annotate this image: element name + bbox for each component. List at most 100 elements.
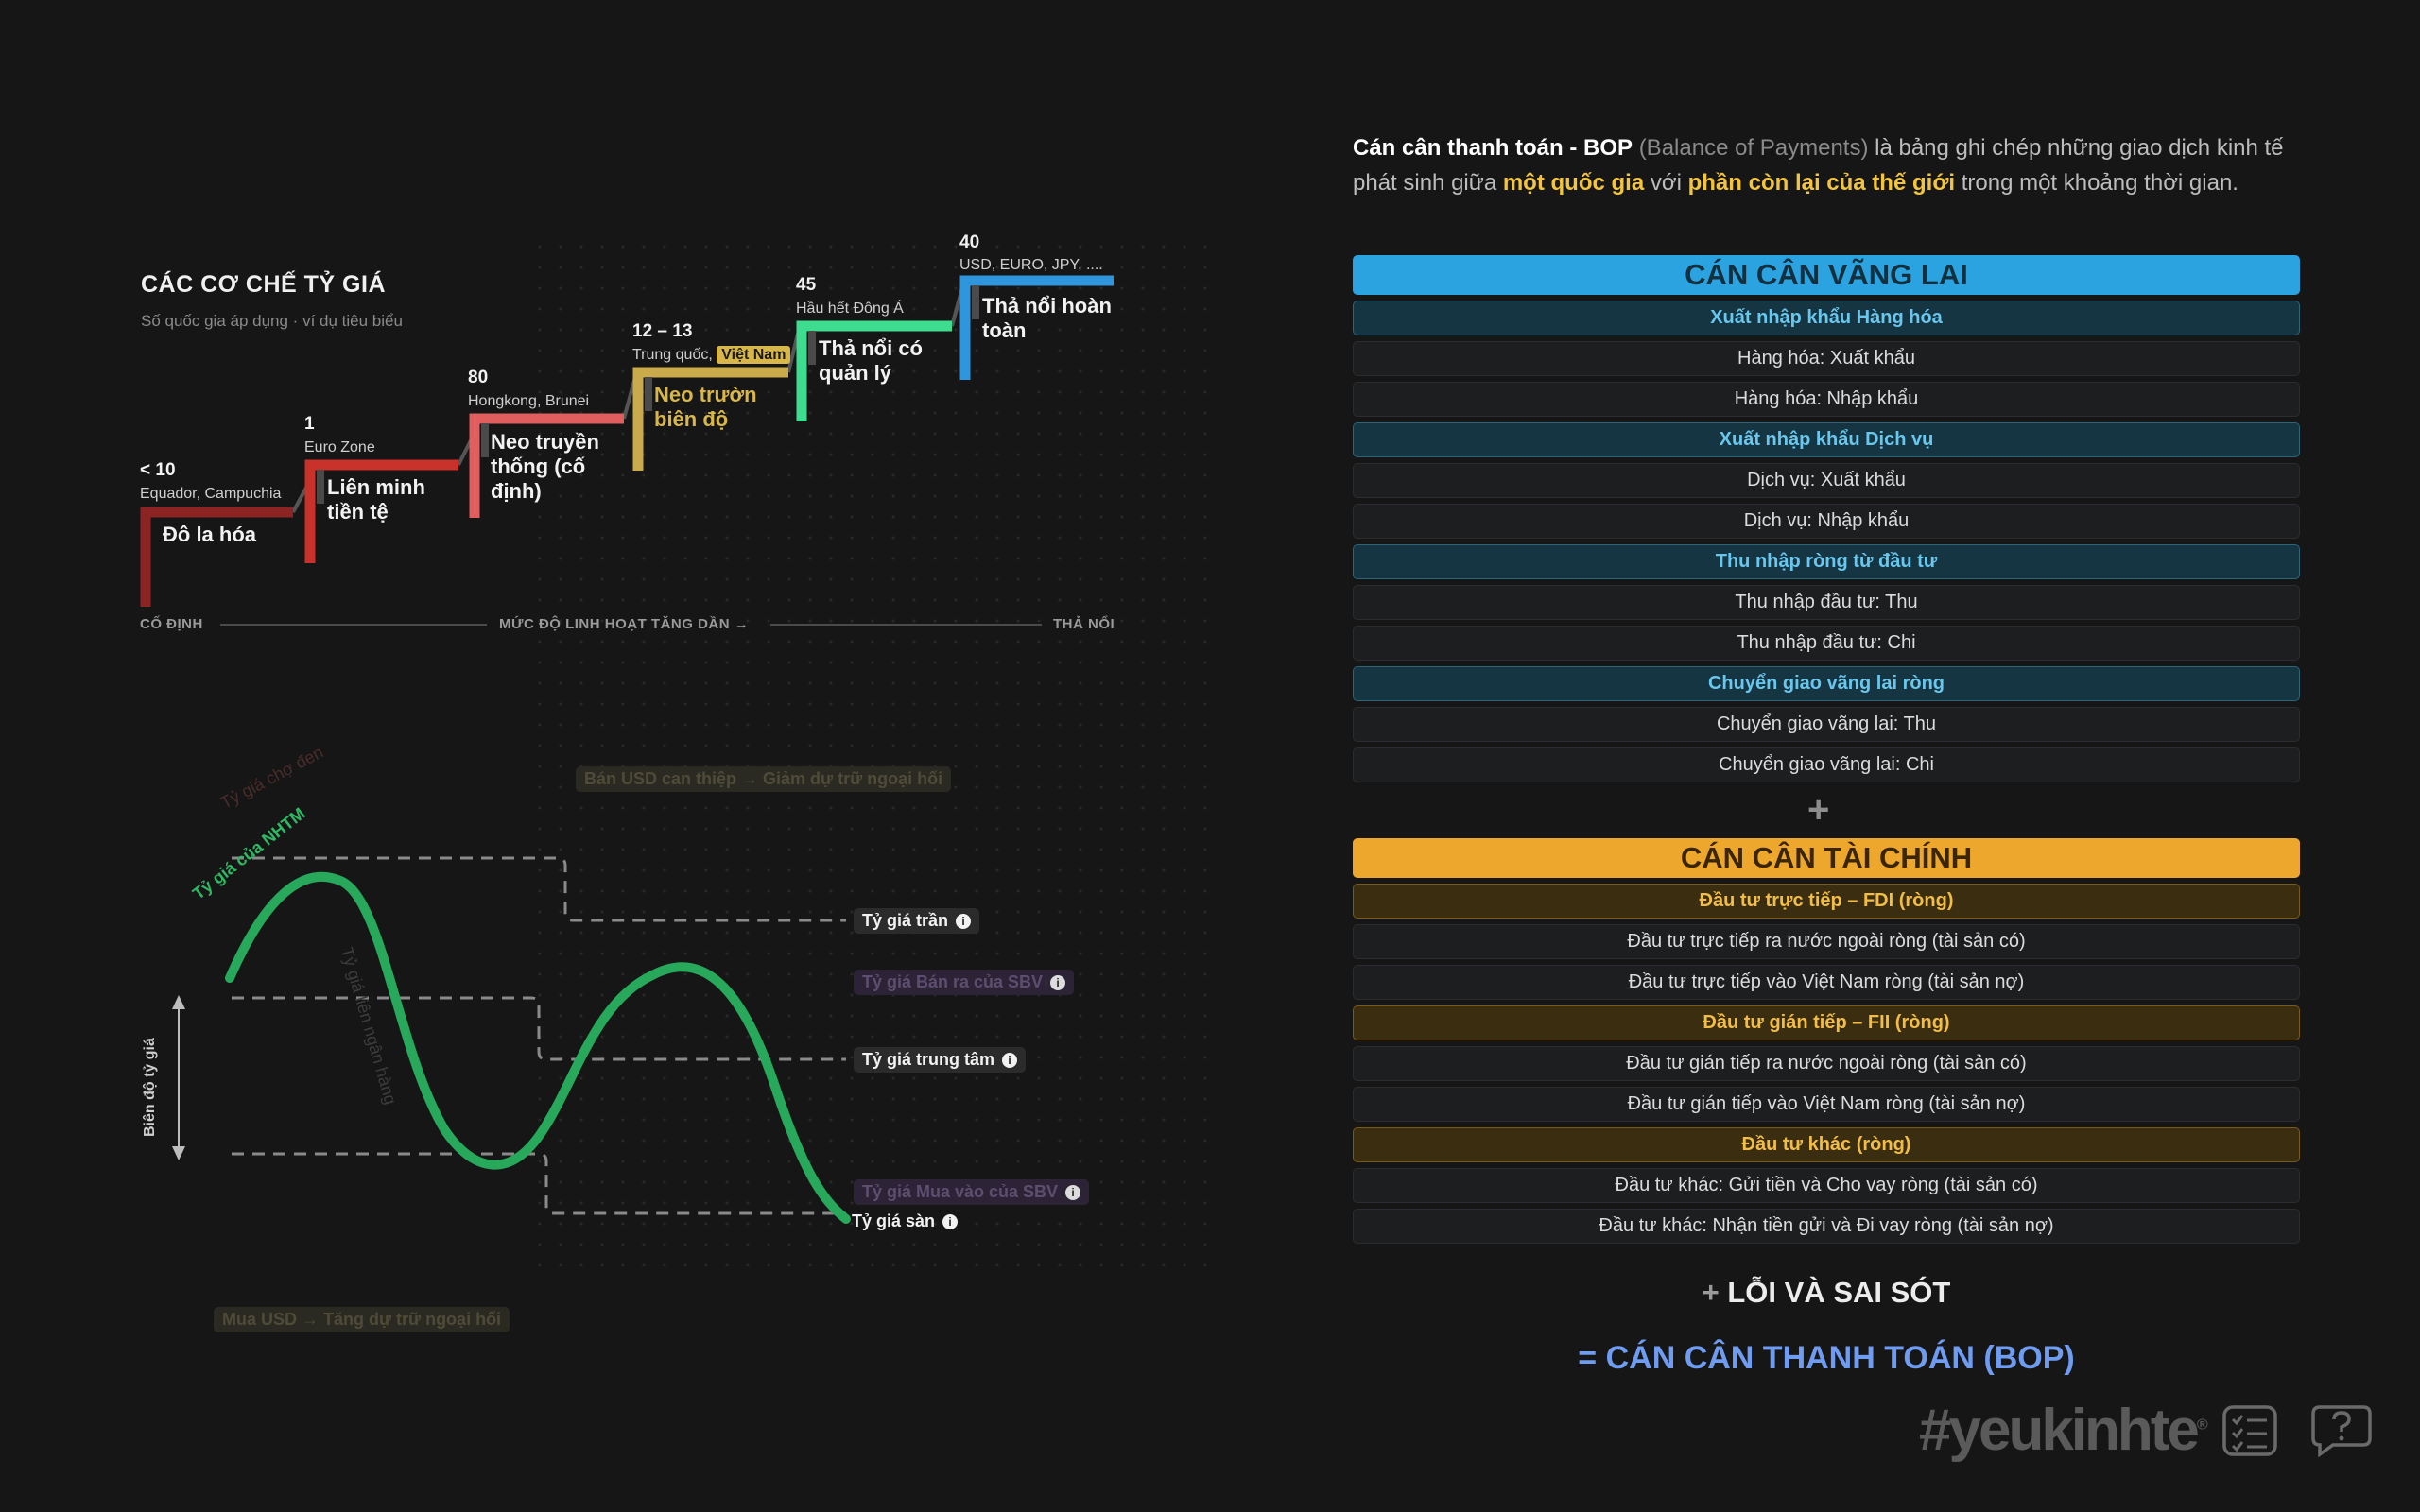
central-rate-text: Tỷ giá trung tâm bbox=[862, 1050, 995, 1069]
step-shadow-2 bbox=[317, 470, 324, 504]
ca-group-income: Thu nhập ròng từ đầu tư bbox=[1353, 544, 2300, 579]
axis-label-fixed: CỐ ĐỊNH bbox=[140, 616, 203, 632]
ca-goods-export: Hàng hóa: Xuất khẩu bbox=[1353, 341, 2300, 376]
step-count-4: 12 – 13 bbox=[632, 321, 693, 341]
fa-group-other: Đầu tư khác (ròng) bbox=[1353, 1127, 2300, 1162]
ceiling-rate-badge[interactable]: Tỷ giá trần i bbox=[854, 908, 980, 934]
errors-plus: + bbox=[1702, 1276, 1720, 1309]
step-name-3: Neo truyền thống (cố định) bbox=[491, 430, 599, 503]
step-count-1: < 10 bbox=[140, 460, 176, 480]
ca-group-services: Xuất nhập khẩu Dịch vụ bbox=[1353, 422, 2300, 457]
ca-income-payments: Thu nhập đầu tư: Chi bbox=[1353, 626, 2300, 661]
buy-usd-note: Mua USD → Tăng dự trữ ngoại hối bbox=[214, 1307, 510, 1332]
sbv-buy-rate-text: Tỷ giá Mua vào của SBV bbox=[862, 1182, 1059, 1201]
exchange-rate-band-chart bbox=[172, 856, 851, 1224]
ceiling-rate-text: Tỷ giá trần bbox=[862, 911, 949, 930]
bop-intro-text-2: với bbox=[1650, 170, 1682, 196]
step-name-6: Thả nổi hoàn toàn bbox=[982, 294, 1112, 342]
brand-text: #yeukinhte bbox=[1919, 1398, 2200, 1463]
regime-staircase bbox=[140, 275, 1114, 626]
step-shadow-6 bbox=[972, 285, 979, 319]
step-bar-4 bbox=[632, 367, 788, 471]
step-examples-6: USD, EURO, JPY, .... bbox=[959, 257, 1103, 273]
band-arrow-bottom bbox=[172, 1146, 185, 1160]
central-upper-line bbox=[232, 996, 846, 1061]
step-shadow-5 bbox=[808, 331, 816, 365]
help-icon[interactable] bbox=[2310, 1404, 2373, 1457]
checklist-icon[interactable] bbox=[2221, 1404, 2278, 1457]
info-icon[interactable]: i bbox=[1065, 1185, 1081, 1200]
fa-other-assets: Đầu tư khác: Gửi tiền và Cho vay ròng (t… bbox=[1353, 1168, 2300, 1203]
step-name-1: Đô la hóa bbox=[163, 523, 257, 546]
fa-fdi-inward: Đầu tư trực tiếp vào Việt Nam ròng (tài … bbox=[1353, 965, 2300, 1000]
fa-group-fii: Đầu tư gián tiếp – FII (ròng) bbox=[1353, 1005, 2300, 1040]
fa-other-liabilities: Đầu tư khác: Nhận tiền gửi và Đi vay ròn… bbox=[1353, 1209, 2300, 1244]
errors-omissions: + LỖI VÀ SAI SÓT bbox=[1353, 1276, 2300, 1310]
step-examples-5: Hầu hết Đông Á bbox=[796, 301, 904, 317]
bop-intro-text-1: là bảng ghi chép những giao dịch kinh tế… bbox=[1353, 135, 2284, 196]
info-icon[interactable]: i bbox=[956, 914, 972, 929]
floor-rate-label[interactable]: Tỷ giá sàn i bbox=[852, 1211, 959, 1231]
step-examples-2: Euro Zone bbox=[304, 439, 375, 455]
fa-fdi-outward: Đầu tư trực tiếp ra nước ngoài ròng (tài… bbox=[1353, 924, 2300, 959]
step-count-6: 40 bbox=[959, 232, 980, 252]
step-shadow-4 bbox=[645, 377, 652, 411]
ca-goods-import: Hàng hóa: Nhập khẩu bbox=[1353, 382, 2300, 417]
ca-services-export: Dịch vụ: Xuất khẩu bbox=[1353, 463, 2300, 498]
sbv-sell-rate-text: Tỷ giá Bán ra của SBV bbox=[862, 972, 1044, 991]
step-examples-3: Hongkong, Brunei bbox=[468, 393, 590, 409]
axis-label-middle: MỨC ĐỘ LINH HOẠT TĂNG DẦN → bbox=[499, 616, 750, 632]
central-rate-badge[interactable]: Tỷ giá trung tâm i bbox=[854, 1047, 1027, 1073]
ca-group-goods: Xuất nhập khẩu Hàng hóa bbox=[1353, 301, 2300, 335]
fa-group-fdi: Đầu tư trực tiếp – FDI (ròng) bbox=[1353, 884, 2300, 919]
step-name-2: Liên minh tiền tệ bbox=[327, 475, 425, 524]
ca-group-transfers: Chuyển giao vãng lai ròng bbox=[1353, 666, 2300, 701]
ca-transfers-receipts: Chuyển giao vãng lai: Thu bbox=[1353, 707, 2300, 742]
band-arrow-top bbox=[172, 995, 185, 1009]
axis-label-floating: THẢ NỔI bbox=[1053, 616, 1115, 632]
step-bar-3 bbox=[469, 413, 624, 518]
brand-mark: ® bbox=[2196, 1417, 2208, 1434]
step-examples-1: Equador, Campuchia bbox=[140, 486, 282, 502]
fa-fii-inward: Đầu tư gián tiếp vào Việt Nam ròng (tài … bbox=[1353, 1087, 2300, 1122]
brand-logo: #yeukinhte® bbox=[1919, 1397, 2208, 1464]
band-label: Biên độ tỷ giá bbox=[142, 1038, 158, 1137]
bop-intro: Cán cân thanh toán - BOP (Balance of Pay… bbox=[1353, 130, 2317, 200]
step-name-4: Neo trườn biên độ bbox=[654, 383, 757, 431]
plus-sign: + bbox=[1807, 789, 1830, 831]
bop-english: (Balance of Payments) bbox=[1638, 135, 1869, 161]
step-count-5: 45 bbox=[796, 275, 817, 295]
ceiling-line bbox=[232, 856, 846, 922]
sell-usd-note: Bán USD can thiệp → Giảm dự trữ ngoại hố… bbox=[576, 766, 952, 792]
sbv-buy-rate-badge[interactable]: Tỷ giá Mua vào của SBV i bbox=[854, 1179, 1090, 1205]
bop-highlight-country: một quốc gia bbox=[1502, 170, 1645, 196]
sbv-sell-rate-badge[interactable]: Tỷ giá Bán ra của SBV i bbox=[854, 970, 1075, 995]
regimes-title: CÁC CƠ CHẾ TỶ GIÁ bbox=[141, 271, 387, 298]
current-account-header: CÁN CÂN VÃNG LAI bbox=[1353, 255, 2300, 295]
connector-2 bbox=[457, 439, 473, 466]
step-bar-5 bbox=[796, 320, 952, 421]
regimes-subtitle: Số quốc gia áp dụng · ví dụ tiêu biểu bbox=[141, 312, 403, 330]
step-name-5: Thả nổi có quản lý bbox=[819, 336, 923, 385]
floor-rate-text: Tỷ giá sàn bbox=[852, 1211, 936, 1230]
step-count-2: 1 bbox=[304, 414, 315, 434]
info-icon[interactable]: i bbox=[1002, 1053, 1018, 1068]
step-bar-2 bbox=[304, 459, 458, 563]
bop-term: Cán cân thanh toán - BOP bbox=[1353, 135, 1634, 161]
errors-label: LỖI VÀ SAI SÓT bbox=[1727, 1276, 1951, 1309]
nhtm-rate-curve bbox=[225, 871, 851, 1224]
bop-highlight-world: phần còn lại của thế giới bbox=[1687, 170, 1956, 196]
fa-fii-outward: Đầu tư gián tiếp ra nước ngoài ròng (tài… bbox=[1353, 1046, 2300, 1081]
financial-account-header: CÁN CÂN TÀI CHÍNH bbox=[1353, 838, 2300, 878]
ca-services-import: Dịch vụ: Nhập khẩu bbox=[1353, 504, 2300, 539]
central-lower-line bbox=[232, 1152, 846, 1215]
step-count-3: 80 bbox=[468, 368, 489, 387]
ca-income-receipts: Thu nhập đầu tư: Thu bbox=[1353, 585, 2300, 620]
step-bar-1 bbox=[140, 507, 293, 607]
step-examples-4-text: Trung quốc, bbox=[632, 347, 713, 363]
bop-intro-text-3: trong một khoảng thời gian. bbox=[1961, 170, 2238, 196]
step-bar-6 bbox=[959, 275, 1114, 380]
info-icon[interactable]: i bbox=[1050, 975, 1066, 990]
info-icon[interactable]: i bbox=[942, 1214, 959, 1229]
step-shadow-3 bbox=[481, 423, 489, 457]
